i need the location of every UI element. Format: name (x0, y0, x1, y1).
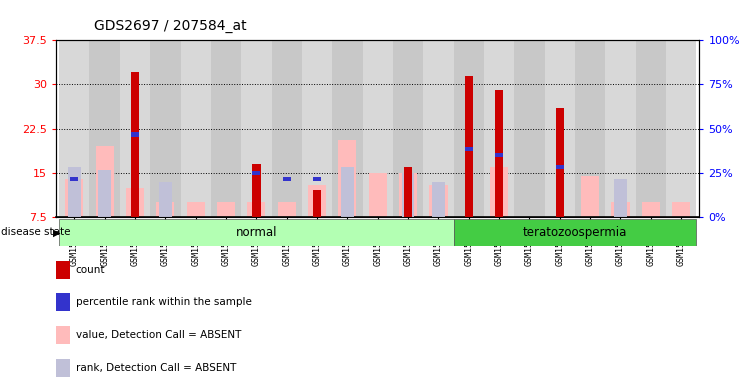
Bar (338, 141, 357, 217)
Bar (515, 40, 545, 217)
Bar (423, 40, 453, 217)
Bar (272, 40, 302, 217)
Bar (556, 108, 564, 217)
Bar (217, 202, 235, 217)
Bar (484, 40, 515, 217)
Bar (605, 40, 636, 217)
Text: GDS2697 / 207584_at: GDS2697 / 207584_at (94, 19, 246, 33)
Bar (666, 40, 696, 217)
Text: count: count (76, 265, 105, 275)
Text: normal: normal (236, 226, 277, 239)
Bar (120, 40, 150, 217)
Bar (126, 187, 144, 217)
Bar (70, 177, 79, 181)
Bar (556, 165, 564, 169)
Bar (393, 40, 423, 217)
Bar (402, 173, 414, 217)
Bar (180, 40, 211, 217)
Bar (495, 90, 503, 217)
Bar (283, 177, 291, 181)
Bar (575, 40, 605, 217)
Bar (465, 76, 473, 217)
Bar (248, 202, 266, 217)
Bar (90, 40, 120, 217)
Text: rank, Detection Call = ABSENT: rank, Detection Call = ABSENT (76, 362, 236, 373)
Bar (363, 40, 393, 217)
Bar (369, 173, 387, 217)
Bar (495, 153, 503, 157)
Bar (150, 40, 180, 217)
Bar (156, 202, 174, 217)
Bar (302, 40, 332, 217)
Bar (252, 164, 260, 217)
Bar (545, 40, 575, 217)
Bar (313, 177, 321, 181)
Bar (642, 202, 660, 217)
Bar (341, 167, 354, 217)
Bar (59, 40, 90, 217)
Bar (211, 40, 241, 217)
Bar (332, 40, 363, 217)
Bar (278, 202, 295, 217)
Bar (98, 170, 111, 217)
Bar (490, 167, 508, 217)
Bar (429, 185, 447, 217)
Bar (68, 167, 81, 217)
FancyBboxPatch shape (453, 219, 696, 246)
Bar (432, 182, 445, 217)
Bar (614, 179, 627, 217)
Bar (465, 147, 473, 151)
Bar (131, 132, 139, 137)
Bar (581, 176, 599, 217)
Bar (186, 202, 205, 217)
Text: ▶: ▶ (53, 227, 61, 237)
Bar (404, 167, 412, 217)
Bar (636, 40, 666, 217)
Text: disease state: disease state (1, 227, 70, 237)
Bar (453, 40, 484, 217)
Text: teratozoospermia: teratozoospermia (523, 226, 627, 239)
Bar (611, 202, 630, 217)
Bar (399, 173, 417, 217)
Bar (308, 185, 326, 217)
Bar (159, 182, 172, 217)
Bar (241, 40, 272, 217)
Bar (96, 146, 114, 217)
Bar (672, 202, 690, 217)
Bar (313, 190, 322, 217)
Text: percentile rank within the sample: percentile rank within the sample (76, 297, 251, 308)
Bar (252, 171, 260, 175)
Bar (131, 71, 139, 217)
Bar (65, 179, 84, 217)
Text: value, Detection Call = ABSENT: value, Detection Call = ABSENT (76, 330, 241, 340)
FancyBboxPatch shape (59, 219, 453, 246)
